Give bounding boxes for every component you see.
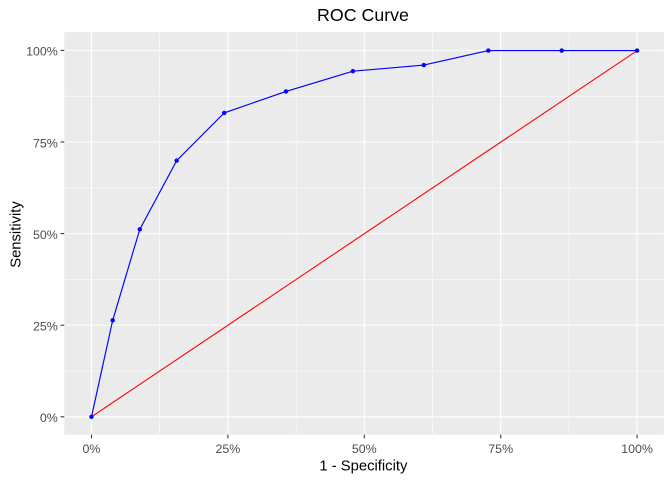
svg-text:1 - Specificity: 1 - Specificity <box>319 458 408 474</box>
svg-text:100%: 100% <box>26 45 58 59</box>
svg-text:25%: 25% <box>215 442 240 456</box>
svg-text:Sensitivity: Sensitivity <box>8 201 24 268</box>
svg-text:100%: 100% <box>621 442 653 456</box>
svg-text:ROC Curve: ROC Curve <box>317 5 409 25</box>
svg-text:25%: 25% <box>33 320 58 334</box>
svg-text:50%: 50% <box>352 442 377 456</box>
svg-text:75%: 75% <box>33 136 58 150</box>
svg-text:50%: 50% <box>33 228 58 242</box>
svg-text:0%: 0% <box>40 411 58 425</box>
svg-text:75%: 75% <box>488 442 513 456</box>
svg-text:0%: 0% <box>83 442 101 456</box>
